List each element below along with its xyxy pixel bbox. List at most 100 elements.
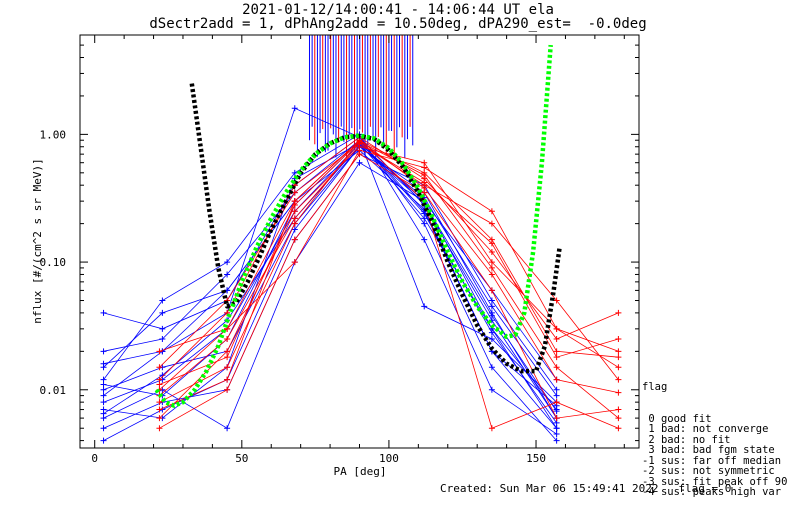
data-point [553, 425, 560, 432]
data-point [100, 425, 107, 432]
data-point [156, 415, 163, 422]
series-13 [100, 142, 560, 417]
series-4 [100, 143, 560, 422]
data-point [553, 408, 560, 415]
data-point [615, 348, 622, 355]
data-point [100, 399, 107, 406]
data-point [488, 303, 495, 310]
data-point [488, 287, 495, 294]
series-line [159, 141, 619, 419]
data-point [100, 410, 107, 417]
data-point [291, 215, 298, 222]
data-point [356, 159, 363, 166]
data-point [488, 208, 495, 215]
data-point [356, 138, 363, 145]
data-point [224, 259, 231, 266]
data-point [156, 348, 163, 355]
data-point [553, 335, 560, 342]
flag-legend-entry: -1 sus: far off median [642, 454, 782, 467]
data-point [291, 236, 298, 243]
chart-title-line1: 2021-01-12/14:00:41 - 14:06:44 UT ela [242, 2, 554, 18]
created-timestamp: Created: Sun Mar 06 15:49:41 2022 [440, 482, 659, 495]
data-point [615, 389, 622, 396]
series-line [103, 140, 557, 424]
fit-curve-black [189, 83, 562, 374]
data-point [224, 348, 231, 355]
series-line [103, 139, 557, 403]
series-line [103, 162, 557, 429]
data-point [421, 172, 428, 179]
data-point [224, 354, 231, 361]
data-point [291, 226, 298, 233]
data-point [488, 220, 495, 227]
data-point [615, 376, 622, 383]
data-point [488, 259, 495, 266]
series-17 [156, 137, 622, 432]
y-axis-label: nflux [#/(cm^2 s sr MeV)] [31, 158, 44, 324]
footer: Created: Sun Mar 06 15:49:41 2022 flag =… [440, 482, 731, 495]
data-point [488, 248, 495, 255]
x-tick-label: 0 [91, 452, 98, 465]
data-point [156, 425, 163, 432]
data-point [156, 364, 163, 371]
data-point [553, 392, 560, 399]
fit-curve-green [154, 44, 553, 408]
flag-legend-entry: -3 sus: fit peak off 90 [642, 475, 788, 488]
axes: 0 50 100 150 0.01 0.10 1.00 [40, 34, 639, 465]
data-point [421, 164, 428, 171]
x-axis-label: PA [deg] [334, 465, 387, 478]
series-line [159, 149, 619, 352]
data-point [615, 354, 622, 361]
data-point [615, 335, 622, 342]
data-point [224, 335, 231, 342]
data-point [224, 376, 231, 383]
data-point [100, 386, 107, 393]
data-point [553, 348, 560, 355]
data-point [100, 381, 107, 388]
data-point [553, 297, 560, 304]
series-23 [156, 138, 622, 422]
data-point [615, 406, 622, 413]
x-tick-label: 150 [526, 452, 546, 465]
data-point [488, 264, 495, 271]
flag-legend-entry: 1 bad: not converge [642, 423, 769, 435]
series-line [103, 142, 557, 410]
data-point [553, 354, 560, 361]
data-point [156, 399, 163, 406]
data-point [615, 364, 622, 371]
data-point [291, 259, 298, 266]
data-point [100, 348, 107, 355]
series-line [103, 153, 557, 429]
flag-legend-title: flag [642, 381, 668, 393]
data-point [553, 376, 560, 383]
data-point [100, 364, 107, 371]
data-point [615, 309, 622, 316]
data-point [421, 220, 428, 227]
data-point [488, 364, 495, 371]
series-line [103, 133, 557, 435]
series-line [103, 146, 557, 441]
data-point [553, 364, 560, 371]
series-line [103, 107, 557, 419]
data-point [553, 431, 560, 438]
data-point [224, 364, 231, 371]
data-point [488, 312, 495, 319]
data-point [156, 381, 163, 388]
data-point [488, 297, 495, 304]
series-11 [100, 143, 560, 444]
series-line [103, 149, 557, 407]
x-tick-label: 100 [379, 452, 399, 465]
data-point [615, 425, 622, 432]
data-point [156, 406, 163, 413]
data-point [421, 185, 428, 192]
chart-title-line2: dSectr2add = 1, dPhAng2add = 10.50deg, d… [149, 16, 647, 32]
data-point [224, 425, 231, 432]
data-point [553, 325, 560, 332]
data-point [224, 271, 231, 278]
series-line [159, 153, 619, 429]
series-14 [156, 137, 622, 393]
y-tick-label: 0.10 [40, 256, 67, 269]
data-point [488, 386, 495, 393]
series-20 [156, 147, 622, 355]
